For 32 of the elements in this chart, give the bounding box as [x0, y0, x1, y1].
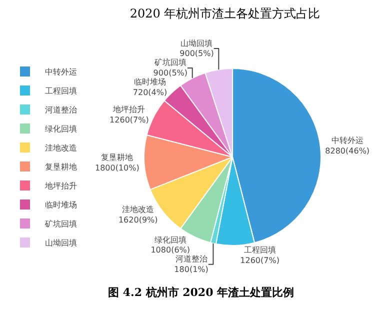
data-label: 1080(6%): [150, 246, 190, 255]
data-label: 8280(46%): [325, 146, 370, 156]
data-label: 1620(9%): [118, 216, 158, 225]
slice-label: 河道整治: [175, 254, 208, 264]
legend-label: 矿坑回填: [44, 220, 77, 229]
data-label: 900(5%): [153, 68, 188, 78]
slice-label: 复垦耕地: [101, 152, 134, 162]
legend-label: 临时堆场: [45, 200, 77, 210]
slice-label: 中转外运: [331, 136, 364, 146]
caption: 图 4.2 杭州市 2020 年渣土处置比例: [108, 286, 294, 299]
data-label: 1800(10%): [94, 163, 140, 172]
slice-label: 临时堆场: [134, 78, 166, 87]
data-label: 1260(7%): [240, 256, 280, 265]
legend-label: 工程回填: [45, 86, 77, 96]
legend-label: 绿化回填: [45, 124, 77, 134]
slice-label: 洼地改造: [122, 205, 154, 214]
data-label: 1260(7%): [110, 116, 149, 125]
legend-label: 山坳回填: [45, 238, 77, 248]
data-label: 900(5%): [180, 49, 214, 58]
chart-title: 2020 年杭州市渣土各处置方式占比: [130, 6, 320, 21]
slice-label: 绿化回填: [154, 235, 186, 244]
legend-label: 地坪抬升: [44, 182, 77, 191]
slice-label: 工程回填: [244, 245, 276, 254]
legend-label: 中转外运: [45, 68, 77, 77]
legend-label: 洼地改造: [45, 144, 77, 153]
slice-label: 矿坑回填: [153, 58, 186, 68]
legend-label: 河道整治: [45, 106, 77, 115]
slice-label: 地坪抬升: [112, 105, 146, 114]
slice-label: 山坳回填: [180, 38, 213, 48]
legend-label: 复垦耕地: [45, 162, 77, 172]
data-label: 180(1%): [174, 265, 208, 274]
data-label: 720(4%): [132, 88, 168, 98]
